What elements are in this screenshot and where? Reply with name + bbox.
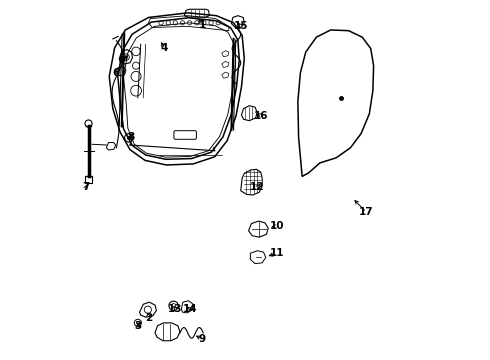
Text: 10: 10 [270, 221, 284, 231]
Circle shape [127, 136, 131, 140]
Text: 2: 2 [145, 312, 152, 323]
Text: 9: 9 [198, 334, 206, 344]
Text: 3: 3 [134, 321, 142, 332]
Text: 5: 5 [118, 54, 125, 64]
Text: 15: 15 [234, 21, 249, 31]
Text: 17: 17 [359, 207, 374, 217]
Text: 4: 4 [161, 43, 168, 53]
Text: 1: 1 [198, 19, 206, 30]
Text: 16: 16 [254, 111, 269, 121]
Circle shape [124, 56, 127, 59]
Text: 6: 6 [113, 68, 120, 78]
Text: 13: 13 [168, 303, 183, 314]
Text: 12: 12 [250, 182, 265, 192]
Text: 7: 7 [82, 182, 90, 192]
Text: 11: 11 [270, 248, 284, 258]
Text: 14: 14 [182, 303, 197, 314]
Text: 8: 8 [127, 132, 134, 142]
